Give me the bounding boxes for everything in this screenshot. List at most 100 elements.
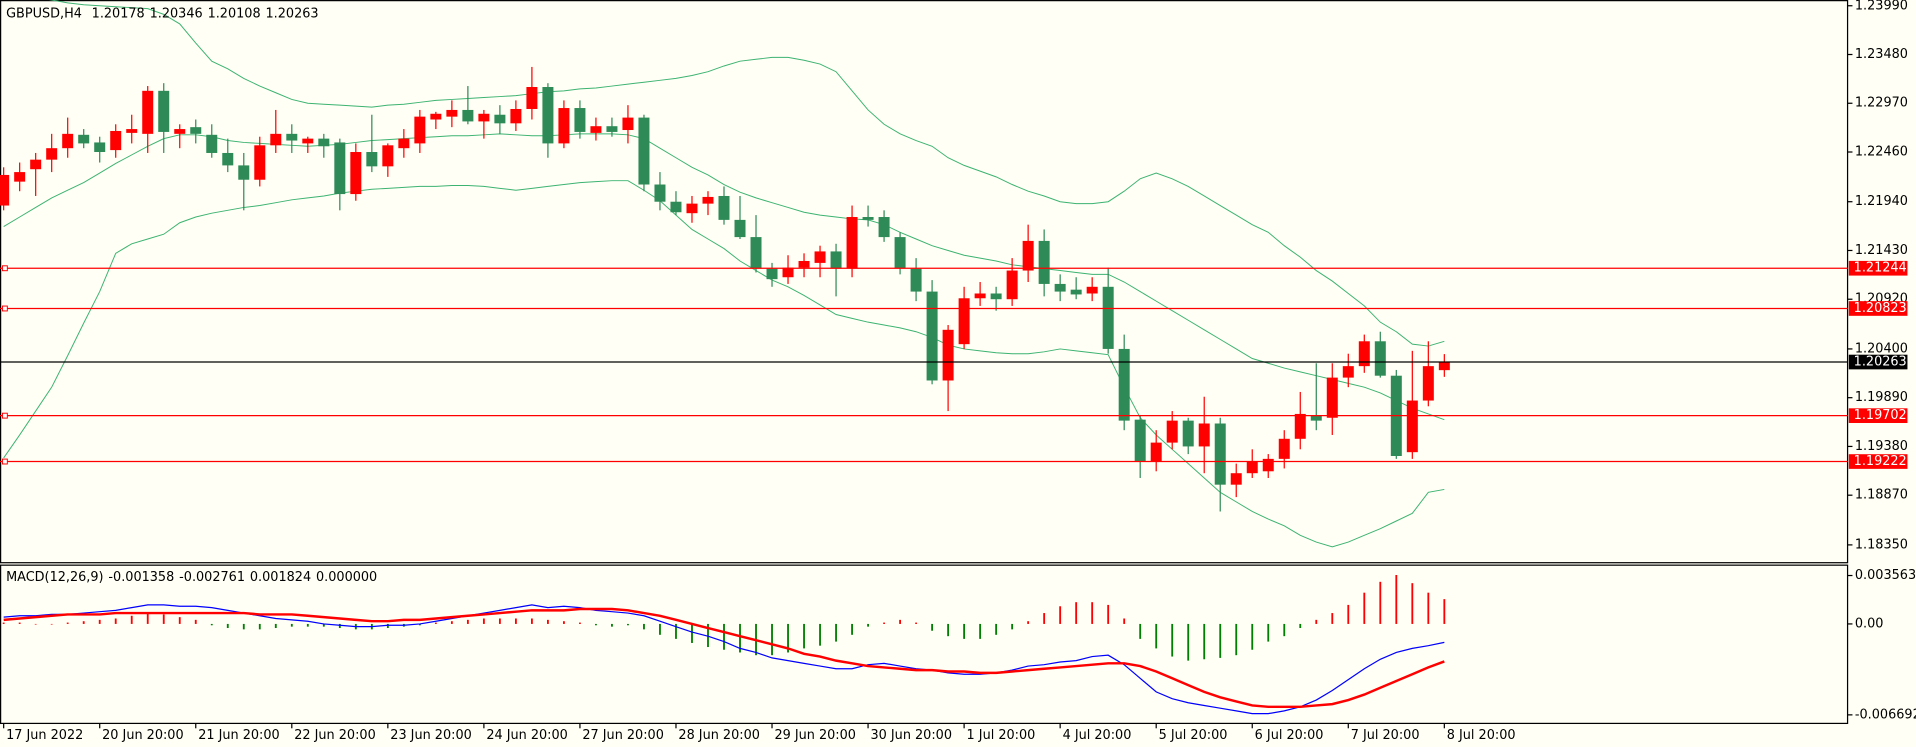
macd-main-readout: -0.001358 xyxy=(108,569,174,584)
macd-panel-frame xyxy=(0,564,1849,725)
macd-extra-readout: 0.000000 xyxy=(316,569,377,584)
histogram-bar xyxy=(1283,623,1286,637)
candle-body xyxy=(990,293,1002,300)
y-tick-label: 1.21430 xyxy=(1855,243,1908,258)
histogram-bar xyxy=(579,622,581,624)
histogram-bar xyxy=(1251,623,1254,650)
histogram-bar xyxy=(1091,602,1094,624)
histogram-bar xyxy=(611,623,613,627)
candle-body xyxy=(830,251,842,269)
histogram-bar xyxy=(675,623,677,639)
histogram-bar xyxy=(162,614,165,624)
histogram-bar xyxy=(659,623,661,635)
y-tick-label: 1.23480 xyxy=(1855,47,1908,62)
histogram-bar xyxy=(1235,623,1238,656)
candle-body xyxy=(510,108,522,124)
histogram-bar xyxy=(434,622,437,624)
x-tick-label: 8 Jul 20:00 xyxy=(1447,728,1516,743)
last-open: 1.20178 xyxy=(92,6,145,21)
histogram-bar xyxy=(1187,623,1190,661)
candle-body xyxy=(398,138,410,149)
histogram-bar xyxy=(931,623,934,631)
candle-body xyxy=(1406,400,1418,453)
histogram-bar xyxy=(1443,599,1446,624)
histogram-bar xyxy=(1379,581,1382,624)
candle-body xyxy=(446,109,458,117)
y-tick-label: 1.18350 xyxy=(1855,537,1908,552)
candle-body xyxy=(782,267,794,278)
x-tick-label: 7 Jul 20:00 xyxy=(1351,728,1420,743)
candle-body xyxy=(110,130,122,151)
histogram-bar xyxy=(146,613,149,624)
candle-body xyxy=(1134,419,1146,462)
histogram-bar xyxy=(82,621,85,624)
candle-body xyxy=(1150,442,1162,462)
candle-body xyxy=(750,237,762,269)
candle-body xyxy=(494,114,506,124)
candle-body xyxy=(1102,286,1114,349)
level-label-box xyxy=(1848,301,1908,316)
y-tick-label: 0.00 xyxy=(1855,616,1884,631)
histogram-bar xyxy=(2,622,5,624)
candle-body xyxy=(718,195,730,220)
histogram-bar xyxy=(258,623,261,630)
x-tick-label: 22 Jun 20:00 xyxy=(294,728,376,743)
candle-body xyxy=(894,237,906,269)
level-handle xyxy=(1,412,8,419)
histogram-bar xyxy=(547,619,549,624)
y-tick-label: 0.003563 xyxy=(1855,568,1916,583)
candle-body xyxy=(686,203,698,214)
histogram-bar xyxy=(226,623,229,629)
candle-body xyxy=(926,291,938,381)
histogram-bar xyxy=(1139,623,1142,639)
macd-signal-readout: -0.002761 xyxy=(179,569,245,584)
histogram-bar xyxy=(66,622,69,624)
histogram-bar xyxy=(450,621,453,624)
candle-body xyxy=(414,116,426,144)
x-tick-label: 28 Jun 20:00 xyxy=(678,728,760,743)
axes: 1.23990 1.23480 1.22970 1.22460 1.21940 1.214… xyxy=(3,0,1916,743)
histogram-bar xyxy=(1043,613,1046,624)
candle-body xyxy=(318,138,330,147)
price-panel-frame xyxy=(0,0,1849,564)
last-close: 1.20263 xyxy=(266,6,319,21)
candle-body xyxy=(1438,362,1450,371)
candle-body xyxy=(942,329,954,381)
candle-body xyxy=(1198,423,1210,447)
histogram-bar xyxy=(819,623,821,646)
candle-body xyxy=(382,145,394,167)
x-tick-label: 27 Jun 20:00 xyxy=(582,728,664,743)
x-tick-label: 29 Jun 20:00 xyxy=(774,728,856,743)
candle-body xyxy=(430,113,442,120)
candle-body xyxy=(462,109,474,122)
candle-body xyxy=(542,87,554,144)
histogram-bar xyxy=(466,619,469,624)
histogram-bar xyxy=(338,623,341,629)
y-tick-label: 1.22970 xyxy=(1855,96,1908,111)
level-label: 1.21244 xyxy=(1854,261,1907,276)
histogram-bar xyxy=(1219,623,1222,658)
candle-body xyxy=(1278,438,1290,459)
candle-body xyxy=(878,217,890,238)
x-tick-label: 17 Jun 2022 xyxy=(6,728,83,743)
histogram-bar xyxy=(1331,613,1334,624)
candle-body xyxy=(94,142,106,153)
macd-histogram-readout: 0.001824 xyxy=(250,569,311,584)
candle-body xyxy=(526,87,538,109)
histogram-bar xyxy=(1027,621,1030,624)
candle-body xyxy=(1374,341,1386,376)
candle-body xyxy=(1166,420,1178,443)
candle-body xyxy=(174,129,186,134)
x-tick-label: 4 Jul 20:00 xyxy=(1063,728,1132,743)
candle-body xyxy=(1422,366,1434,401)
histogram-bar xyxy=(1155,623,1158,649)
x-tick-label: 6 Jul 20:00 xyxy=(1255,728,1324,743)
candle-body xyxy=(254,145,266,180)
histogram-bar xyxy=(1427,592,1430,624)
y-tick-label: 1.22460 xyxy=(1855,145,1908,160)
candle-body xyxy=(606,126,618,132)
histogram-bar xyxy=(482,618,485,624)
histogram-bar xyxy=(130,615,133,624)
last-low: 1.20108 xyxy=(208,6,261,21)
histogram-bar xyxy=(498,618,501,624)
